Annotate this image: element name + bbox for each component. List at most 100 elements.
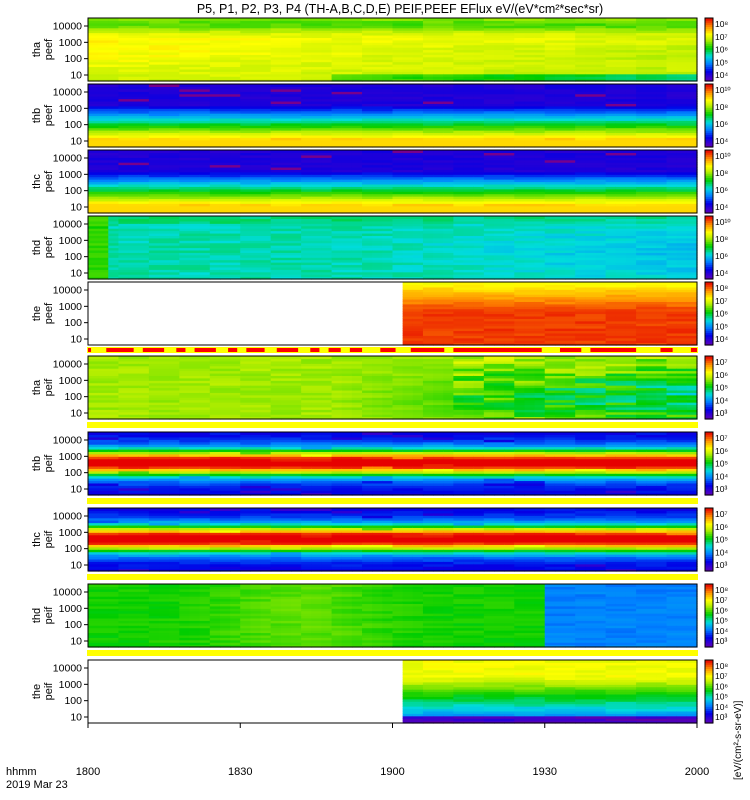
heatmap-cell	[240, 18, 251, 22]
heatmap-cell	[514, 30, 526, 34]
heatmap-cell	[362, 103, 373, 107]
heatmap-cells	[88, 150, 698, 214]
heatmap-cell	[230, 18, 241, 22]
heatmap-cell	[250, 68, 262, 72]
heatmap-cell	[189, 27, 201, 31]
heatmap-cell	[270, 76, 282, 80]
heatmap-cell	[250, 137, 262, 141]
heatmap-cell	[534, 59, 546, 63]
heatmap-cell	[514, 18, 526, 22]
heatmap-cell	[169, 115, 180, 119]
heatmap-cell	[159, 115, 170, 119]
heatmap-cell	[504, 127, 515, 131]
heatmap-cell	[422, 30, 434, 34]
heatmap-cell	[169, 27, 180, 31]
heatmap-cell	[524, 18, 536, 22]
heatmap-cell	[159, 20, 170, 24]
heatmap-cell	[240, 117, 251, 121]
heatmap-cell	[433, 142, 444, 146]
heatmap-cell	[646, 47, 657, 51]
heatmap-cell	[443, 144, 454, 148]
heatmap-cell	[524, 91, 536, 95]
heatmap-cell	[402, 96, 414, 100]
heatmap-cell	[514, 66, 526, 70]
heatmap-cell	[433, 100, 444, 104]
heatmap-cell	[321, 100, 333, 104]
heatmap-cell	[209, 64, 221, 68]
heatmap-cell	[351, 34, 363, 38]
heatmap-cell	[128, 105, 140, 109]
heatmap-cell	[565, 127, 576, 131]
heatmap-cell	[219, 86, 231, 90]
heatmap-cell	[524, 115, 536, 119]
heatmap-cell	[554, 110, 566, 114]
heatmap-cell	[341, 115, 353, 119]
heatmap-cell	[595, 54, 607, 58]
heatmap-cell	[565, 56, 576, 60]
heatmap-cell	[128, 37, 140, 41]
heatmap-cell	[341, 30, 353, 34]
heatmap-cell	[199, 127, 211, 131]
heatmap-cell	[118, 108, 130, 112]
heatmap-cell	[260, 59, 272, 63]
heatmap-cell	[362, 71, 373, 75]
heatmap-cell	[575, 39, 586, 43]
heatmap-cell	[311, 27, 323, 31]
heatmap-cell	[534, 54, 546, 58]
heatmap-cell	[504, 37, 515, 41]
y-tick-label: 10	[70, 202, 82, 214]
heatmap-cell	[301, 103, 312, 107]
heatmap-cell	[159, 64, 170, 68]
heatmap-cell	[321, 68, 333, 72]
heatmap-cell	[270, 115, 282, 119]
heatmap-cell	[108, 134, 120, 138]
heatmap-cell	[463, 20, 475, 24]
heatmap-cell	[199, 132, 211, 136]
heatmap-cell	[524, 144, 536, 148]
heatmap-cell	[483, 39, 495, 43]
heatmap-cell	[453, 117, 465, 121]
colorbar-tick-label: 10⁴	[715, 136, 728, 146]
heatmap-cell	[250, 64, 262, 68]
heatmap-cell	[656, 51, 668, 55]
heatmap-cell	[148, 103, 160, 107]
heatmap-cell	[108, 139, 120, 143]
heatmap-cell	[179, 64, 191, 68]
heatmap-cell	[209, 137, 221, 141]
heatmap-cell	[138, 86, 150, 90]
heatmap-cell	[351, 108, 363, 112]
heatmap-cell	[422, 47, 434, 51]
heatmap-cell	[291, 132, 302, 136]
heatmap-cell	[311, 96, 323, 100]
heatmap-cell	[575, 66, 586, 70]
heatmap-cell	[544, 100, 556, 104]
heatmap-cell	[179, 54, 191, 58]
heatmap-cell	[483, 56, 495, 60]
heatmap-cell	[179, 22, 191, 26]
heatmap-cell	[351, 88, 363, 92]
heatmap-cell	[331, 44, 343, 48]
heatmap-cell	[230, 125, 241, 129]
heatmap-cell	[301, 49, 312, 53]
heatmap-cell	[280, 73, 292, 77]
heatmap-cell	[554, 64, 566, 68]
heatmap-cell	[686, 78, 698, 82]
heatmap-cell	[412, 130, 424, 134]
heatmap-cell	[412, 88, 424, 92]
heatmap-cell	[554, 132, 566, 136]
heatmap-cell	[331, 110, 343, 114]
heatmap-cell	[331, 139, 343, 143]
heatmap-cell	[351, 32, 363, 36]
heatmap-cell	[362, 78, 373, 82]
heatmap-cell	[351, 78, 363, 82]
heatmap-cell	[382, 105, 394, 109]
heatmap-cell	[534, 84, 546, 88]
heatmap-cell	[504, 105, 515, 109]
heatmap-cell	[331, 144, 343, 148]
heatmap-cell	[504, 39, 515, 43]
heatmap-cell	[138, 115, 150, 119]
heatmap-cell	[494, 56, 505, 60]
heatmap-cell	[412, 59, 424, 63]
heatmap-cell	[301, 51, 312, 55]
heatmap-cell	[209, 134, 221, 138]
